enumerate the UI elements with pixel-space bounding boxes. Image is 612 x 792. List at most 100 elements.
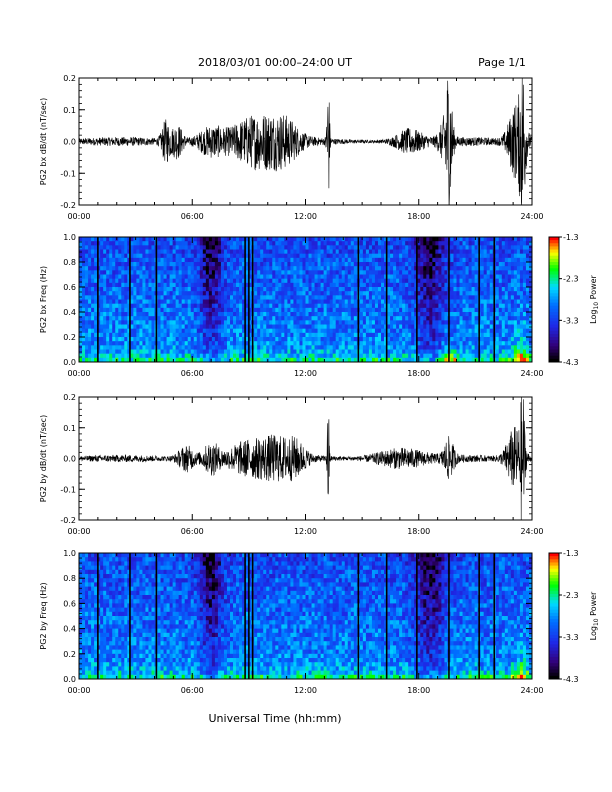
spectrogram-cell <box>495 257 500 263</box>
spectrogram-cell <box>435 237 439 242</box>
spectrogram-cell <box>233 278 237 284</box>
spectrogram-cell <box>350 257 355 263</box>
spectrogram-cell <box>423 295 427 300</box>
spectrogram-cell <box>483 241 488 246</box>
spectrogram-cell <box>423 353 427 359</box>
spectrogram-cell <box>353 287 358 292</box>
spectrogram-cell <box>287 353 291 359</box>
spectrogram-cell <box>311 278 315 284</box>
spectrogram-cell <box>368 324 373 330</box>
spectrogram-cell <box>293 274 297 280</box>
spectrogram-cell <box>405 274 409 280</box>
spectrogram-cell <box>142 249 146 255</box>
spectrogram-cell <box>214 282 219 288</box>
spectrogram-cell <box>384 278 388 284</box>
spectrogram-cell <box>350 316 355 321</box>
spectrogram-cell <box>396 345 400 350</box>
spectrogram-cell <box>199 303 204 309</box>
spectrogram-cell <box>474 245 479 250</box>
spectrogram-cell <box>112 278 116 284</box>
spectrogram-cell <box>112 341 116 346</box>
spectrogram-cell <box>220 353 225 359</box>
spectrogram-cell <box>169 332 174 338</box>
spectrogram-cell <box>178 291 183 296</box>
spectrogram-cell <box>323 303 328 309</box>
spectrogram-cell <box>513 328 518 334</box>
spectrogram-cell <box>323 295 328 300</box>
spectrogram-cell <box>284 332 288 338</box>
spectrogram-cell <box>109 266 113 271</box>
spectrogram-cell <box>347 299 352 305</box>
spectrogram-cell <box>426 345 430 350</box>
spectrogram-cell <box>82 599 86 604</box>
spectrogram-cell <box>501 266 506 271</box>
spectrogram-cell <box>423 282 427 288</box>
spectrogram-cell <box>387 245 391 250</box>
spectrogram-cell <box>254 312 258 317</box>
spectrogram-cell <box>498 349 503 355</box>
spectrogram-cell <box>299 307 303 313</box>
spectrogram-cell <box>242 303 246 309</box>
spectrogram-cell <box>516 262 521 267</box>
y-tick-label: 0.8 <box>63 258 76 267</box>
spectrogram-cell <box>278 249 282 255</box>
spectrogram-cell <box>199 357 204 363</box>
spectrogram-cell <box>459 282 463 288</box>
spectrogram-cell <box>311 262 315 267</box>
spectrogram-cell <box>190 295 195 300</box>
spectrogram-cell <box>516 345 521 350</box>
spectrogram-cell <box>338 324 343 330</box>
spectrogram-cell <box>257 295 261 300</box>
spectrogram-cell <box>82 337 86 342</box>
spectrogram-cell <box>133 249 137 255</box>
spectrogram-cell <box>245 316 249 321</box>
spectrogram-cell <box>320 345 325 350</box>
spectrogram-cell <box>456 337 460 342</box>
spectrogram-cell <box>486 307 491 313</box>
spectrogram-cell <box>287 262 291 267</box>
spectrogram-cell <box>196 257 201 263</box>
spectrogram-cell <box>417 324 421 330</box>
spectrogram-cell <box>459 324 463 330</box>
spectrogram-cell <box>495 303 500 309</box>
spectrogram-cell <box>211 357 216 363</box>
spectrogram-cell <box>82 303 86 309</box>
spectrogram-cell <box>142 353 146 359</box>
spectrogram-cell <box>257 332 261 338</box>
spectrogram-cell <box>510 303 515 309</box>
spectrogram-cell <box>275 237 279 242</box>
spectrogram-cell <box>299 341 303 346</box>
spectrogram-cell <box>350 253 355 259</box>
spectrogram-cell <box>187 295 192 300</box>
spectrogram-cell <box>441 278 445 284</box>
spectrogram-cell <box>353 257 358 263</box>
spectrogram-cell <box>402 287 406 292</box>
spectrogram-cell <box>402 245 406 250</box>
spectrogram-cell <box>368 299 373 305</box>
spectrogram-cell <box>329 316 334 321</box>
spectrogram-cell <box>393 253 397 259</box>
spectrogram-cell <box>462 249 466 255</box>
spectrogram-cell <box>417 328 421 334</box>
spectrogram-cell <box>148 278 152 284</box>
spectrogram-cell <box>335 337 340 342</box>
spectrogram-cell <box>423 270 427 275</box>
spectrogram-cell <box>202 316 207 321</box>
colorbar-segment <box>549 346 559 350</box>
spectrogram-cell <box>181 303 186 309</box>
spectrogram-cell <box>281 295 285 300</box>
spectrogram-cell <box>208 341 213 346</box>
spectrogram-cell <box>205 353 210 359</box>
spectrogram-cell <box>184 357 189 363</box>
spectrogram-cell <box>498 282 503 288</box>
spectrogram-cell <box>239 316 243 321</box>
spectrogram-cell <box>181 241 186 246</box>
spectrogram-cell <box>489 249 494 255</box>
spectrogram-cell <box>266 257 270 263</box>
spectrogram-cell <box>124 332 128 338</box>
spectrogram-cell <box>118 299 122 305</box>
spectrogram-cell <box>248 295 252 300</box>
spectrogram-cell <box>381 266 385 271</box>
spectrogram-cell <box>290 357 294 363</box>
spectrogram-cell <box>495 353 500 359</box>
